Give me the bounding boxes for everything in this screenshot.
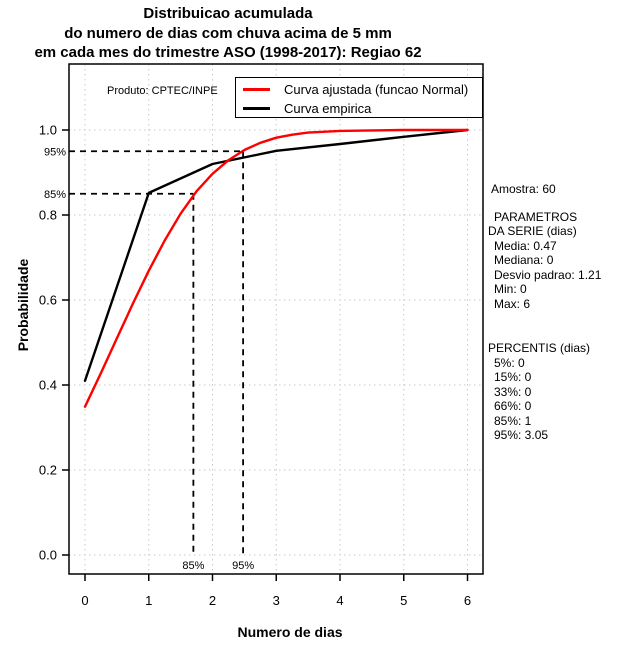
y-tick-label: 0.4 [39, 378, 57, 393]
x-axis-title: Numero de dias [237, 624, 343, 640]
produto-label: Produto: CPTEC/INPE [107, 85, 218, 97]
sample-size: Amostra: 60 [491, 182, 556, 196]
chart-title-line1: Distribuicao acumulada [143, 5, 313, 22]
x-tick-label: 0 [81, 593, 88, 608]
x-tick-label: 2 [209, 593, 216, 608]
stat-line: Media: 0.47 [494, 238, 557, 253]
stat-line: 33%: 0 [494, 384, 532, 399]
legend-label-empirical: Curva empirica [284, 100, 372, 116]
x-tick-label: 3 [273, 593, 280, 608]
guide-level-label: 95% [44, 146, 66, 158]
legend-label-fitted: Curva ajustada (funcao Normal) [284, 81, 469, 97]
x-tick-label: 4 [336, 593, 343, 608]
stat-line: 66%: 0 [494, 399, 532, 413]
stat-line: Mediana: 0 [494, 253, 554, 267]
stats-panel: Amostra: 60 PARAMETROS DA SERIE (dias) M… [488, 182, 640, 443]
y-axis-title: Probabilidade [15, 258, 31, 352]
y-tick-label: 0.2 [39, 463, 57, 478]
stat-line: 15%: 0 [494, 370, 532, 384]
x-tick-label: 1 [145, 593, 152, 608]
stat-line: DA SERIE (dias) [488, 224, 577, 238]
stat-line: Max: 6 [494, 296, 531, 311]
y-tick-label: 0.0 [39, 548, 57, 563]
chart-title-line2: do numero de dias com chuva acima de 5 m… [64, 24, 392, 42]
percentis-block: PERCENTIS (dias) 5%: 0 15%: 0 33%: 0 66%… [488, 341, 640, 443]
fitted-normal-curve [83, 128, 469, 408]
guide-x-label: 85% [182, 560, 204, 572]
plot-border [68, 63, 484, 575]
stat-line: 5%: 0 [494, 355, 525, 370]
y-tick-label: 0.8 [39, 208, 57, 223]
legend-item-fitted: Curva ajustada (funcao Normal) [236, 81, 482, 97]
y-tick-label: 1.0 [39, 123, 57, 138]
stat-line: PARAMETROS [494, 209, 578, 224]
guide-level-label: 85% [44, 189, 66, 201]
legend-black-line-icon [243, 106, 270, 110]
empirical-curve [83, 128, 469, 382]
x-tick-label: 5 [400, 593, 407, 608]
guide-x-label: 95% [232, 560, 254, 572]
stat-line: 85%: 1 [494, 413, 532, 428]
stat-line: 95%: 3.05 [494, 428, 549, 442]
x-tick-label: 6 [464, 593, 471, 608]
legend-item-empirical: Curva empirica [236, 100, 482, 116]
stat-line: Min: 0 [494, 282, 527, 296]
chart-title-line3: em cada mes do trimestre ASO (1998-2017)… [34, 44, 422, 61]
legend-red-line-icon [243, 87, 270, 91]
stat-line: PERCENTIS (dias) [488, 341, 591, 355]
legend-box: Curva ajustada (funcao Normal) Curva emp… [235, 77, 483, 118]
chart-title: Distribuicao acumulada do numero de dias… [0, 4, 456, 63]
stat-line: Desvio padrao: 1.21 [494, 267, 602, 282]
parametros-block: PARAMETROS DA SERIE (dias) Media: 0.47 M… [488, 210, 640, 312]
y-tick-label: 0.6 [39, 293, 57, 308]
